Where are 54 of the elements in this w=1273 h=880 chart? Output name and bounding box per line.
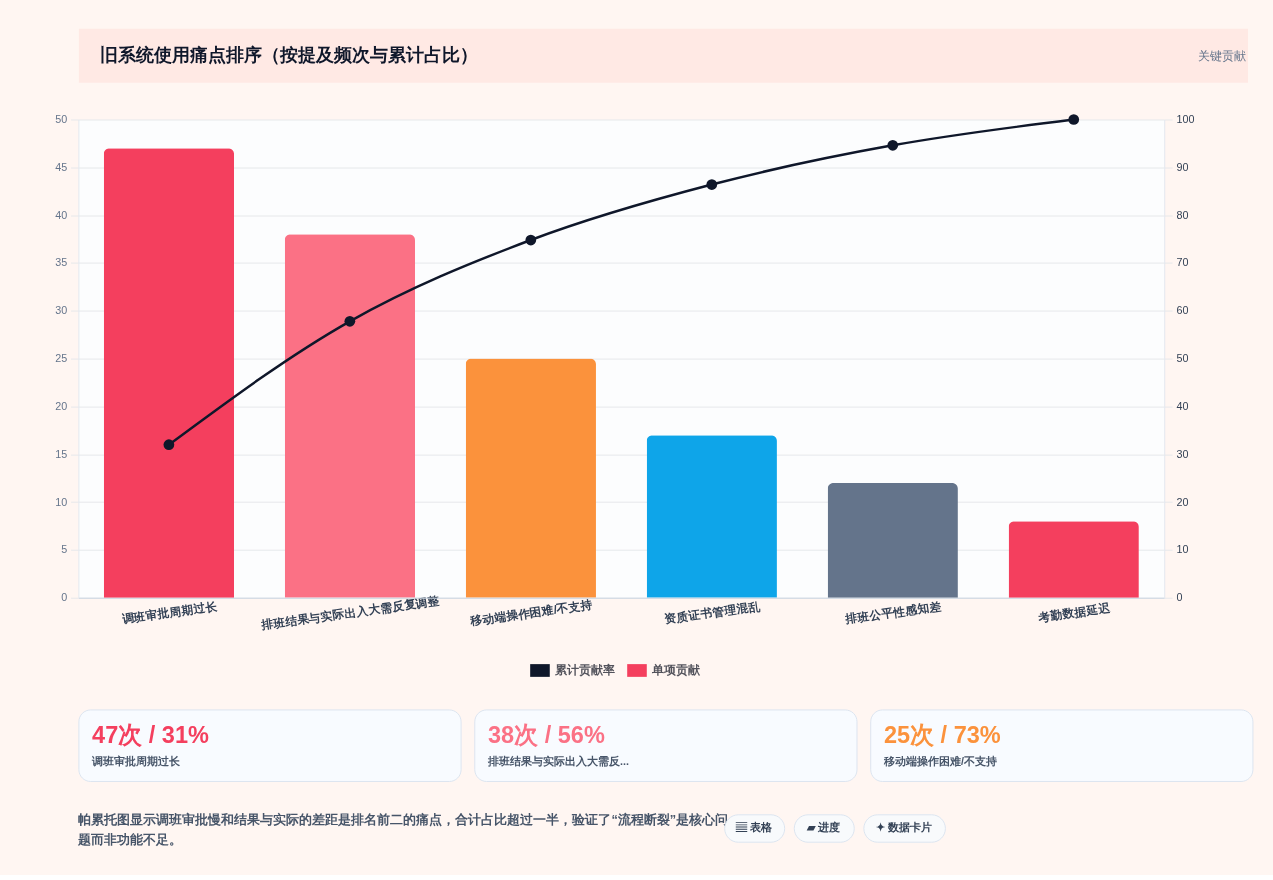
y-tick-label: 40 — [55, 208, 68, 221]
y2-tick-label: 100 — [1176, 112, 1195, 125]
text: 关键贡献 — [1197, 48, 1246, 63]
y2-tick-label: 70 — [1176, 256, 1189, 269]
legend-label: 累计贡献率 — [553, 663, 615, 678]
text: 排班结果与实际出入大需反... — [487, 755, 630, 769]
y-tick-label: 20 — [55, 399, 68, 412]
bar — [103, 148, 235, 598]
point — [887, 139, 899, 151]
bar — [827, 482, 958, 598]
legend-label: 单项贡献 — [650, 663, 701, 678]
y-tick-label: 5 — [61, 543, 68, 556]
x-tick-label: 资质证书管理混乱 — [663, 599, 761, 626]
y-tick-label: 0 — [61, 591, 68, 604]
y2-tick-label: 0 — [1176, 591, 1183, 604]
text: 帕累托图显示调班审批慢和结果与实际的差距是排名前二的痛点，合计占比超过一半，验证了“流程断裂”是核心问题而非功能不足。 — [77, 812, 729, 847]
point — [163, 439, 175, 451]
y2-tick-label: 20 — [1176, 495, 1189, 508]
y2-tick-label: 50 — [1176, 352, 1189, 365]
y2-tick-label: 90 — [1176, 160, 1189, 173]
y-tick-label: 35 — [55, 256, 68, 269]
x-tick-label: 移动端操作困难/不支持 — [468, 597, 594, 628]
text: 47次 / 31% — [92, 721, 209, 748]
text: ▤ 表格 — [735, 820, 774, 833]
y2-tick-label: 10 — [1176, 543, 1189, 556]
text: 调班审批周期过长 — [91, 755, 182, 768]
y2-tick-label: 30 — [1176, 447, 1189, 460]
point — [706, 179, 718, 190]
bar — [646, 435, 777, 598]
x-tick-label: 排班结果与实际出入大需反复调整 — [259, 593, 442, 633]
text: 38次 / 56% — [488, 721, 605, 748]
y2-tick-label: 80 — [1176, 208, 1189, 221]
text: ▰ 进度 — [806, 820, 841, 833]
point — [344, 315, 356, 327]
y2-tick-label: 60 — [1176, 304, 1189, 317]
x-tick-label: 调班审批周期过长 — [120, 599, 219, 626]
y2-tick-label: 40 — [1176, 399, 1189, 412]
chart-title: 旧系统使用痛点排序（按提及频次与累计占比） — [99, 44, 478, 65]
bar — [1008, 521, 1139, 598]
point — [1068, 114, 1080, 125]
y-tick-label: 15 — [55, 447, 68, 460]
y-tick-label: 45 — [55, 160, 68, 173]
bar — [284, 234, 415, 598]
y-tick-label: 10 — [55, 495, 68, 508]
text: 25次 / 73% — [883, 721, 1001, 748]
y-tick-label: 25 — [55, 352, 68, 365]
y-tick-label: 30 — [55, 304, 68, 317]
text: 移动端操作困难/不支持 — [882, 755, 997, 768]
y-tick-label: 50 — [55, 112, 68, 125]
x-tick-label: 排班公平性感知差 — [843, 599, 942, 626]
text: ✦ 数据卡片 — [876, 820, 933, 833]
point — [525, 234, 537, 246]
x-tick-label: 考勤数据延迟 — [1036, 600, 1113, 625]
bar — [465, 358, 596, 598]
